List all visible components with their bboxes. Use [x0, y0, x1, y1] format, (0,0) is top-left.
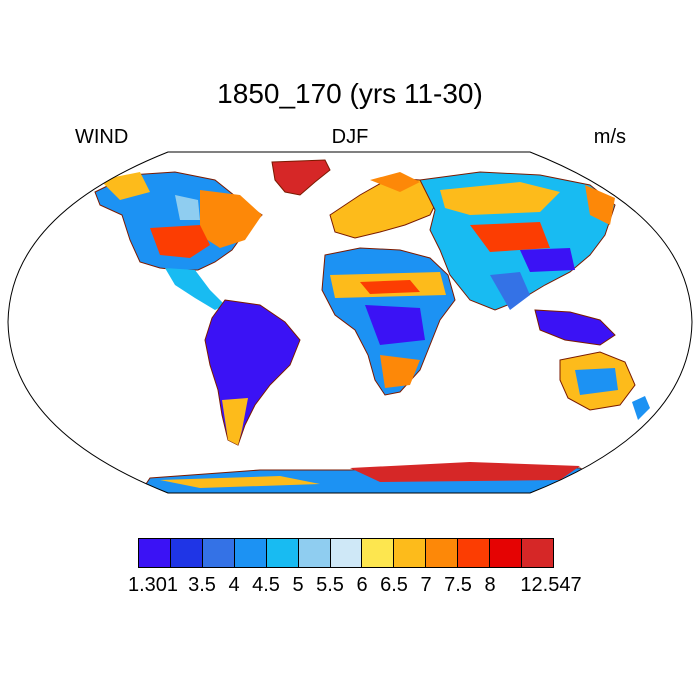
- colorbar-box: [330, 539, 363, 567]
- greenland: [271, 159, 331, 196]
- colorbar-box: [170, 539, 203, 567]
- colorbar-box: [234, 539, 267, 567]
- colorbar-tick-label: 4.5: [252, 574, 280, 596]
- colorbar-tick-label: 12.547: [520, 574, 582, 596]
- colorbar-tick-label: 5.5: [316, 574, 344, 596]
- colorbar-tick-label: 3.5: [188, 574, 216, 596]
- colorbar: [138, 538, 554, 568]
- colorbar-box: [426, 539, 459, 567]
- hudson-region: [175, 195, 200, 220]
- colorbar-box: [458, 539, 491, 567]
- antarctica-east-hot: [350, 462, 580, 482]
- colorbar-box: [202, 539, 235, 567]
- colorbar-tick-label: 6: [356, 574, 368, 596]
- colorbar-tick-label: 8: [484, 574, 496, 596]
- australia-inner: [575, 368, 618, 395]
- colorbar-box: [522, 539, 553, 567]
- india: [490, 272, 530, 310]
- alaska: [100, 172, 150, 200]
- central-asia: [470, 222, 550, 252]
- colorbar-box: [266, 539, 299, 567]
- season-label: DJF: [331, 126, 369, 148]
- variable-label: WIND: [75, 126, 129, 148]
- map-title: 1850_170 (yrs 11-30): [217, 78, 483, 109]
- colorbar-box: [394, 539, 427, 567]
- south-america: [204, 299, 301, 446]
- patagonia: [222, 398, 248, 445]
- colorbar-tick-label: 1.301: [127, 574, 179, 596]
- new-zealand: [632, 396, 650, 420]
- us-midwest: [150, 225, 210, 258]
- wind-field: [94, 159, 650, 493]
- southern-africa: [380, 355, 420, 388]
- colorbar-box: [362, 539, 395, 567]
- colorbar-tick-label: 6.5: [380, 574, 408, 596]
- canada-east: [200, 190, 262, 248]
- colorbar-box: [139, 539, 171, 567]
- units-label: m/s: [593, 126, 626, 148]
- tibet: [520, 248, 575, 272]
- colorbar-tick-label: 7: [420, 574, 432, 596]
- colorbar-tick-label: 4: [228, 574, 240, 596]
- antarctica-west-warm: [160, 476, 320, 488]
- siberia-warm: [440, 182, 560, 215]
- colorbar-box: [490, 539, 523, 567]
- central-america: [165, 268, 225, 310]
- colorbar-box: [298, 539, 331, 567]
- europe-north: [370, 172, 420, 192]
- sahel-hot: [360, 280, 420, 294]
- colorbar-tick-label: 7.5: [444, 574, 472, 596]
- map-outline: [7, 151, 693, 494]
- colorbar-tick-label: 5: [292, 574, 304, 596]
- congo: [365, 305, 425, 345]
- indonesia: [534, 309, 616, 346]
- kamchatka: [585, 185, 615, 225]
